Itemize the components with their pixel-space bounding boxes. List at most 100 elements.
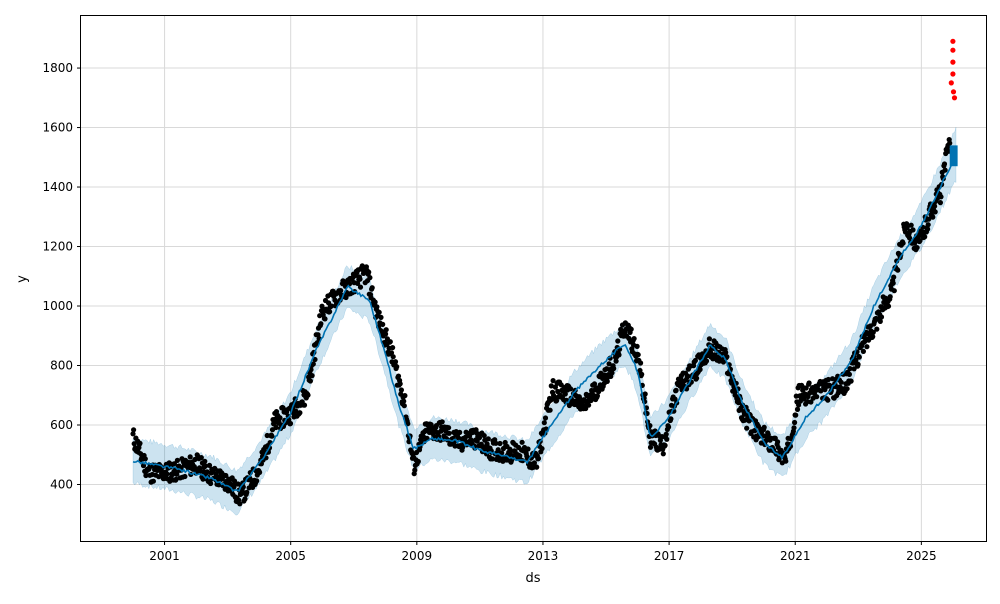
observed-point [327,309,333,315]
observed-point [922,234,928,240]
observed-point [808,399,814,405]
observed-point [439,419,445,425]
observed-point [388,350,395,356]
observed-point [374,304,380,310]
observed-point [663,431,669,437]
observed-point [489,456,495,462]
observed-point [143,472,149,479]
observed-point [736,400,742,406]
observed-point [164,471,170,477]
observed-point [372,299,378,305]
observed-point [357,284,364,290]
y-tick-label: 1000 [42,299,73,313]
observed-point [874,326,880,332]
observed-point [803,385,809,391]
observed-point [664,436,670,442]
observed-point [366,269,372,275]
observed-point [631,336,637,342]
observed-point [611,365,617,372]
observed-point [171,461,177,467]
observed-point [668,416,674,422]
observed-point [244,489,250,495]
observed-point [930,214,936,220]
observed-point [301,402,308,408]
observed-point [685,373,691,379]
uncertainty-band-area [132,127,957,516]
x-tick-label: 2025 [906,549,937,563]
observed-point [791,425,797,431]
outlier-point [951,95,958,101]
observed-point [130,431,136,437]
observed-point [231,484,237,490]
observed-point [369,285,375,291]
observed-point [380,321,386,327]
outlier-point [950,71,956,77]
observed-point [609,370,615,376]
observed-point [242,496,248,502]
forecast-trend-line [132,153,957,492]
observed-point [328,303,334,309]
observed-point [287,420,294,427]
observed-point [818,388,824,394]
observed-point [297,410,303,416]
observed-point [586,402,592,408]
observed-point [309,373,315,379]
observed-point [462,434,469,440]
observed-point [322,316,328,322]
y-axis-label: y [15,275,30,283]
observed-point [202,458,208,464]
observed-point [539,446,545,452]
observed-point [847,366,853,372]
observed-point [895,267,901,273]
observed-point [616,352,622,358]
observed-point [642,391,648,397]
observed-point [891,288,897,294]
observed-point [697,366,703,373]
x-tick-label: 2017 [654,549,685,563]
observed-point [932,209,938,215]
observed-point [240,480,246,486]
observed-point [254,478,260,484]
observed-point [912,240,918,246]
observed-point [457,429,463,435]
observed-point [387,339,393,345]
observed-point [390,354,396,360]
observed-point [932,203,938,209]
observed-point [891,274,897,280]
observed-point [938,194,944,200]
observed-point [885,303,892,309]
observed-point [694,375,700,381]
observed-point [942,167,948,173]
observed-point [638,360,644,366]
observed-point [257,469,263,475]
observed-point [415,458,421,465]
observed-point [908,222,914,228]
observed-point [635,352,641,358]
observed-point [941,161,948,167]
observed-point [446,430,452,436]
x-tick-label: 2013 [528,549,559,563]
observed-point [555,388,561,395]
observed-point [744,425,750,431]
observed-point [864,344,870,350]
observed-point [315,332,321,338]
observed-point [307,378,313,384]
observed-point [481,433,487,439]
y-axis-ticks: 400 600 800 1000 1200 1400 1600 1800 [42,61,81,491]
observed-point [142,456,148,462]
observed-point [390,345,396,351]
observed-point [628,326,634,332]
observed-point [140,463,147,469]
observed-point [838,379,844,385]
observed-point [446,425,452,431]
y-tick-label: 1600 [42,121,73,135]
outlier-point [950,59,956,65]
observed-point [673,387,679,393]
observed-point [392,359,399,365]
observed-point [860,348,867,354]
observed-point [367,275,373,281]
observed-point [806,380,812,386]
observed-point [131,427,137,433]
observed-point [547,407,553,413]
